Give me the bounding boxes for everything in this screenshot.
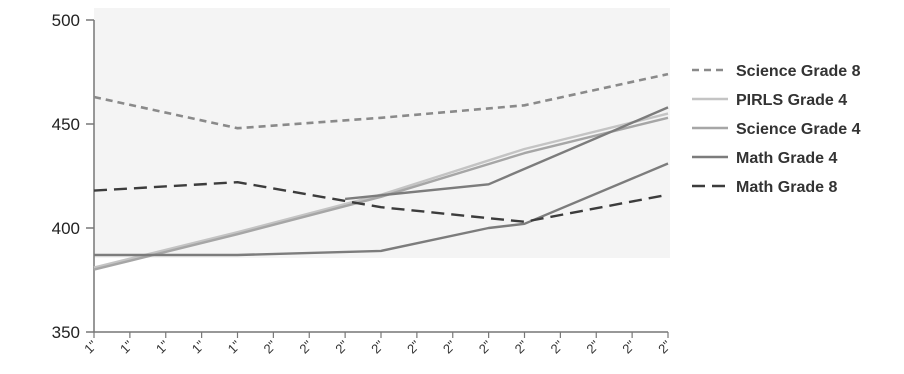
legend-label: Science Grade 8 [736,63,861,80]
series-group [93,72,669,271]
legend-label: PIRLS Grade 4 [736,92,847,109]
legend-label: Math Grade 4 [736,150,837,167]
y-tick-label: 350 [52,323,80,342]
plot-area-shading [94,8,670,258]
y-tick-label: 400 [52,219,80,238]
series-line-science-grade-8 [93,72,669,130]
legend-label: Math Grade 8 [736,179,837,196]
y-tick-label: 500 [52,11,80,30]
series-line-math-grade-4 [94,162,669,257]
series-line-math-grade-4 [344,106,669,201]
legend: Science Grade 8 PIRLS Grade 4 Science Grad… [692,63,861,196]
series-line-math-grade-8 [93,180,669,224]
legend-label: Science Grade 4 [736,121,861,138]
series-line-science-grade-4 [93,116,669,271]
y-tick-label: 450 [52,115,80,134]
